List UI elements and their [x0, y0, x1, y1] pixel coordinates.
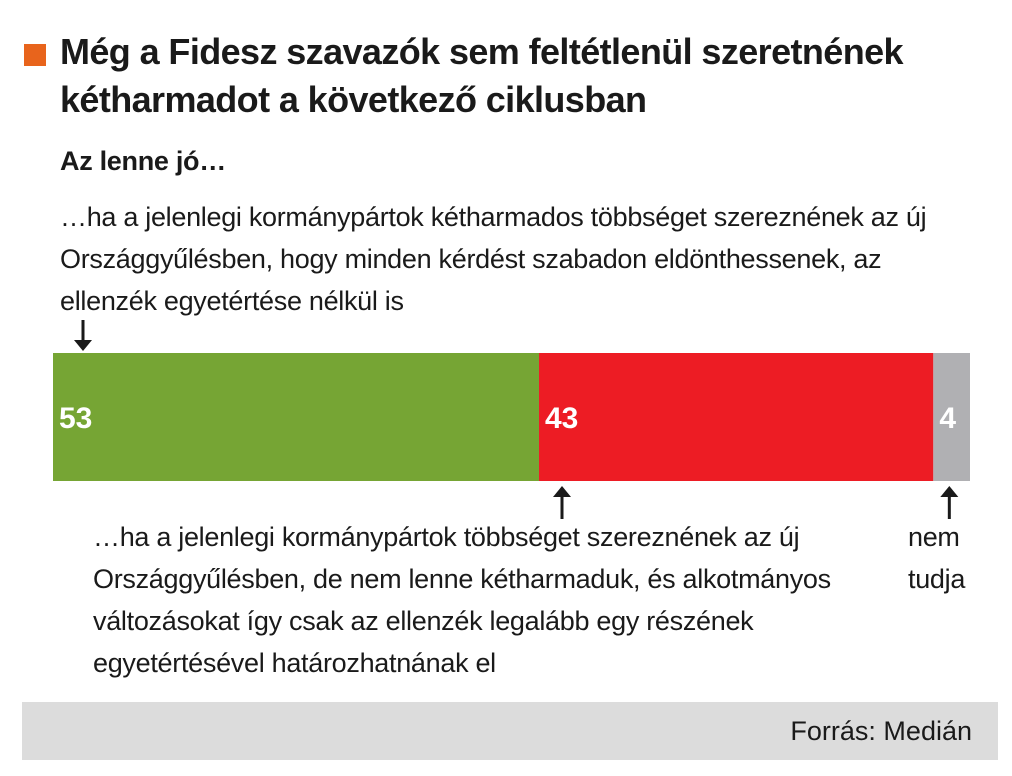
bar-segment-1 [53, 353, 540, 481]
segment-2-description: …ha a jelenlegi kormánypártok többséget … [93, 522, 831, 678]
arrow-segment-3 [940, 486, 959, 519]
bar-value-label-3: 4 [939, 402, 956, 435]
bar-segment-3 [933, 353, 970, 481]
chart-subtitle: Az lenne jó… [60, 146, 226, 176]
source-label: Forrás: Medián [790, 716, 972, 746]
footer-bar: Forrás: Medián [22, 702, 998, 760]
bar-value-label-2: 43 [545, 402, 578, 435]
segment-1-description: …ha a jelenlegi kormánypártok kétharmado… [60, 202, 927, 316]
arrow-segment-2 [553, 486, 572, 519]
stacked-bar-chart: 53 43 4 [53, 320, 970, 519]
bar-segment-2 [539, 353, 934, 481]
chart-title: Még a Fidesz szavazók sem feltétlenül sz… [60, 31, 904, 120]
bar-value-label-1: 53 [59, 402, 92, 435]
segment-3-description: nem tudja [908, 522, 966, 594]
arrow-segment-1 [74, 320, 92, 351]
title-marker [24, 44, 46, 66]
